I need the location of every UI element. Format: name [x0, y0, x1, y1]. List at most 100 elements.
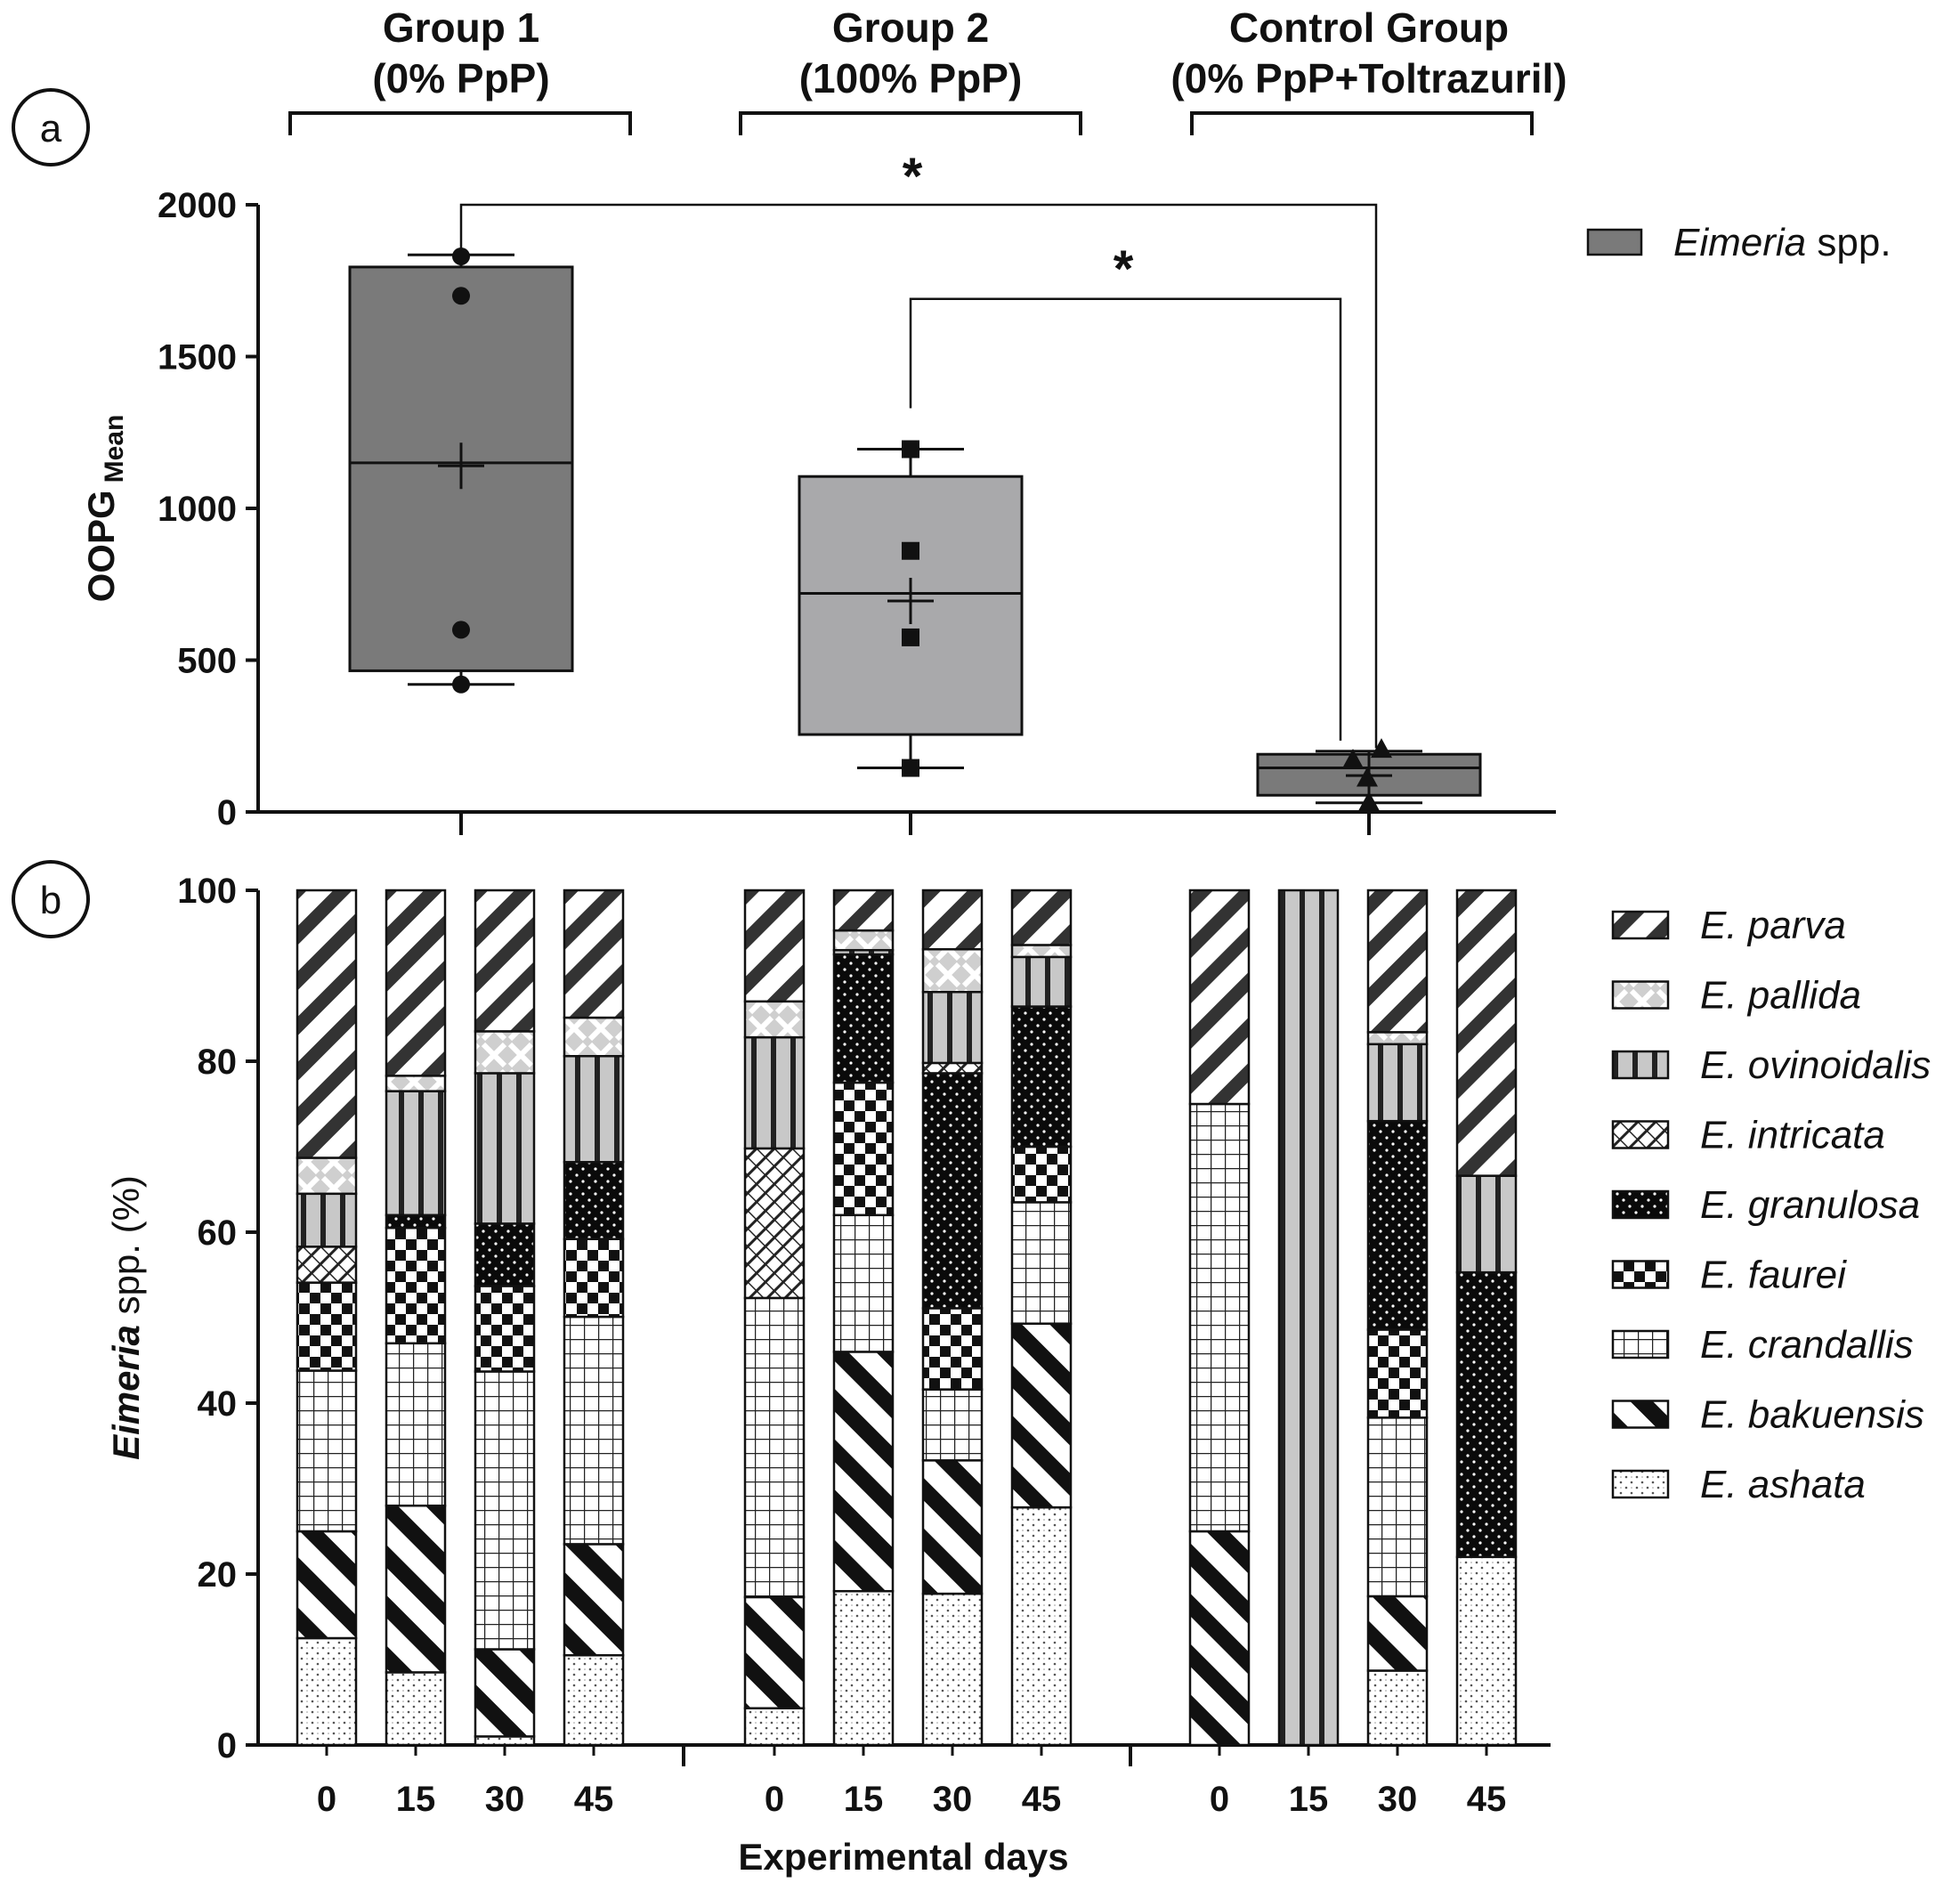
group-1-bracket — [288, 111, 632, 135]
panel-a-y-tick-label: 0 — [217, 793, 237, 832]
panel-b-x-tick-label: 30 — [485, 1780, 525, 1819]
segment-e-ovinoidalis — [1366, 1043, 1429, 1123]
segment-e-parva — [385, 889, 447, 1077]
data-point — [452, 287, 470, 305]
segment-e-faurei — [296, 1281, 358, 1372]
panel-b-y-tick-label: 0 — [217, 1726, 237, 1765]
panel-b-y-tick-label: 100 — [177, 872, 237, 911]
panel-b-x-tick-label: 30 — [1378, 1780, 1418, 1819]
segment-e-pallida — [743, 1000, 806, 1039]
segment-e-intricata — [296, 1246, 358, 1284]
panel-b-x-label: Experimental days — [738, 1836, 1068, 1878]
legend-swatch — [1611, 910, 1670, 940]
segment-e-granulosa — [1366, 1119, 1429, 1331]
panel-label-b: b — [12, 860, 90, 938]
segment-e-bakuensis — [921, 1459, 984, 1595]
segment-e-granulosa — [1010, 1005, 1073, 1148]
legend-swatch — [1611, 980, 1670, 1010]
data-point — [902, 628, 919, 646]
segment-e-parva — [921, 889, 984, 951]
legend-label: E. crandallis — [1700, 1323, 1914, 1367]
mean-marker — [438, 442, 484, 490]
significance-bracket-2: * — [909, 240, 1342, 741]
panel-b-y-tick-label: 60 — [198, 1213, 238, 1253]
legend-item-e-granulosa: E. granulosa — [1611, 1183, 1920, 1227]
data-point — [1371, 738, 1392, 759]
legend-swatch — [1611, 1120, 1670, 1149]
legend-label: E. ashata — [1700, 1463, 1866, 1506]
panel-b-y-tick-label: 20 — [198, 1555, 238, 1595]
segment-e-ashata — [296, 1636, 358, 1747]
segment-e-crandallis — [832, 1213, 895, 1353]
segment-e-ashata — [474, 1735, 536, 1747]
segment-e-ovinoidalis — [385, 1090, 447, 1217]
significance-bracket-1: * — [459, 148, 1378, 749]
segment-e-ovinoidalis — [296, 1192, 358, 1248]
segment-e-ovinoidalis — [743, 1035, 806, 1150]
panel-a-y-tick-label: 500 — [177, 642, 237, 681]
segment-e-crandallis — [385, 1342, 447, 1507]
legend-item-e-ovinoidalis: E. ovinoidalis — [1611, 1043, 1931, 1087]
significance-star: * — [1114, 240, 1134, 298]
panel-b-x-tick-label: 45 — [1467, 1780, 1507, 1819]
segment-e-pallida — [1366, 1031, 1429, 1046]
segment-e-granulosa — [1455, 1270, 1518, 1559]
segment-e-pallida — [1010, 944, 1073, 959]
segment-e-bakuensis — [385, 1504, 447, 1674]
mean-marker — [887, 578, 934, 625]
panel-b-x-tick-label: 45 — [1022, 1780, 1062, 1819]
group-2-subtitle: (100% PpP) — [799, 55, 1023, 101]
panel-b-x-tick-label: 45 — [574, 1780, 614, 1819]
stacked-bar-group-1-day-0 — [296, 889, 358, 1747]
legend-swatch-eimeria — [1586, 228, 1643, 256]
segment-e-ovinoidalis — [474, 1072, 536, 1225]
panel-b-x-tick-label: 0 — [1210, 1780, 1229, 1819]
panel-b-x-tick-label: 15 — [1289, 1780, 1329, 1819]
legend-item-e-parva: E. parva — [1611, 904, 1846, 947]
legend-label: E. bakuensis — [1700, 1393, 1924, 1437]
segment-e-crandallis — [296, 1369, 358, 1533]
segment-e-parva — [563, 889, 625, 1019]
panel-b-legend: E. parva E. pallida E. ovinoidalis E. intri… — [1611, 904, 1931, 1506]
segment-e-ashata — [1366, 1669, 1429, 1747]
segment-e-parva — [1455, 889, 1518, 1177]
legend-label: E. granulosa — [1700, 1183, 1920, 1227]
group-1-title: Group 1 — [383, 4, 539, 51]
stacked-bar-control-group-day-15 — [1277, 889, 1340, 1747]
segment-e-granulosa — [385, 1213, 447, 1230]
legend-label: E. ovinoidalis — [1700, 1043, 1931, 1087]
segment-e-granulosa — [474, 1222, 536, 1287]
significance-star: * — [903, 148, 923, 206]
segment-e-ashata — [832, 1589, 895, 1747]
panel-b-x-tick-label: 15 — [396, 1780, 436, 1819]
panel-b-y-tick-label: 40 — [198, 1384, 238, 1424]
segment-e-ashata — [563, 1653, 625, 1747]
legend-swatch — [1611, 1050, 1670, 1080]
segment-e-bakuensis — [474, 1648, 536, 1738]
segment-e-ovinoidalis — [1277, 889, 1340, 1747]
segment-e-ashata — [921, 1592, 984, 1747]
group-header-2: Group 2 (100% PpP) — [739, 4, 1082, 135]
stacked-bar-control-group-day-45 — [1455, 889, 1518, 1747]
data-point — [452, 621, 470, 639]
stacked-bar-control-group-day-30 — [1366, 889, 1429, 1747]
segment-e-faurei — [563, 1238, 625, 1319]
panel-label-a: a — [12, 88, 90, 166]
box-control-group — [1256, 738, 1482, 811]
group-1-subtitle: (0% PpP) — [372, 55, 549, 101]
legend-item-e-intricata: E. intricata — [1611, 1114, 1885, 1157]
segment-e-bakuensis — [1010, 1322, 1073, 1509]
segment-e-intricata — [743, 1147, 806, 1300]
segment-e-faurei — [832, 1081, 895, 1217]
segment-e-pallida — [563, 1016, 625, 1058]
data-point — [902, 759, 919, 777]
panel-b-x-tick-label: 0 — [765, 1780, 784, 1819]
legend-swatch — [1611, 1400, 1670, 1429]
legend-label: E. intricata — [1700, 1114, 1885, 1157]
segment-e-parva — [743, 889, 806, 1003]
panel-a-y-tick-label: 1000 — [158, 490, 237, 529]
group-header-3: Control Group (0% PpP+Toltrazuril) — [1170, 4, 1567, 135]
panel-a-legend: Eimeria spp. — [1586, 221, 1891, 264]
segment-e-crandallis — [563, 1315, 625, 1546]
